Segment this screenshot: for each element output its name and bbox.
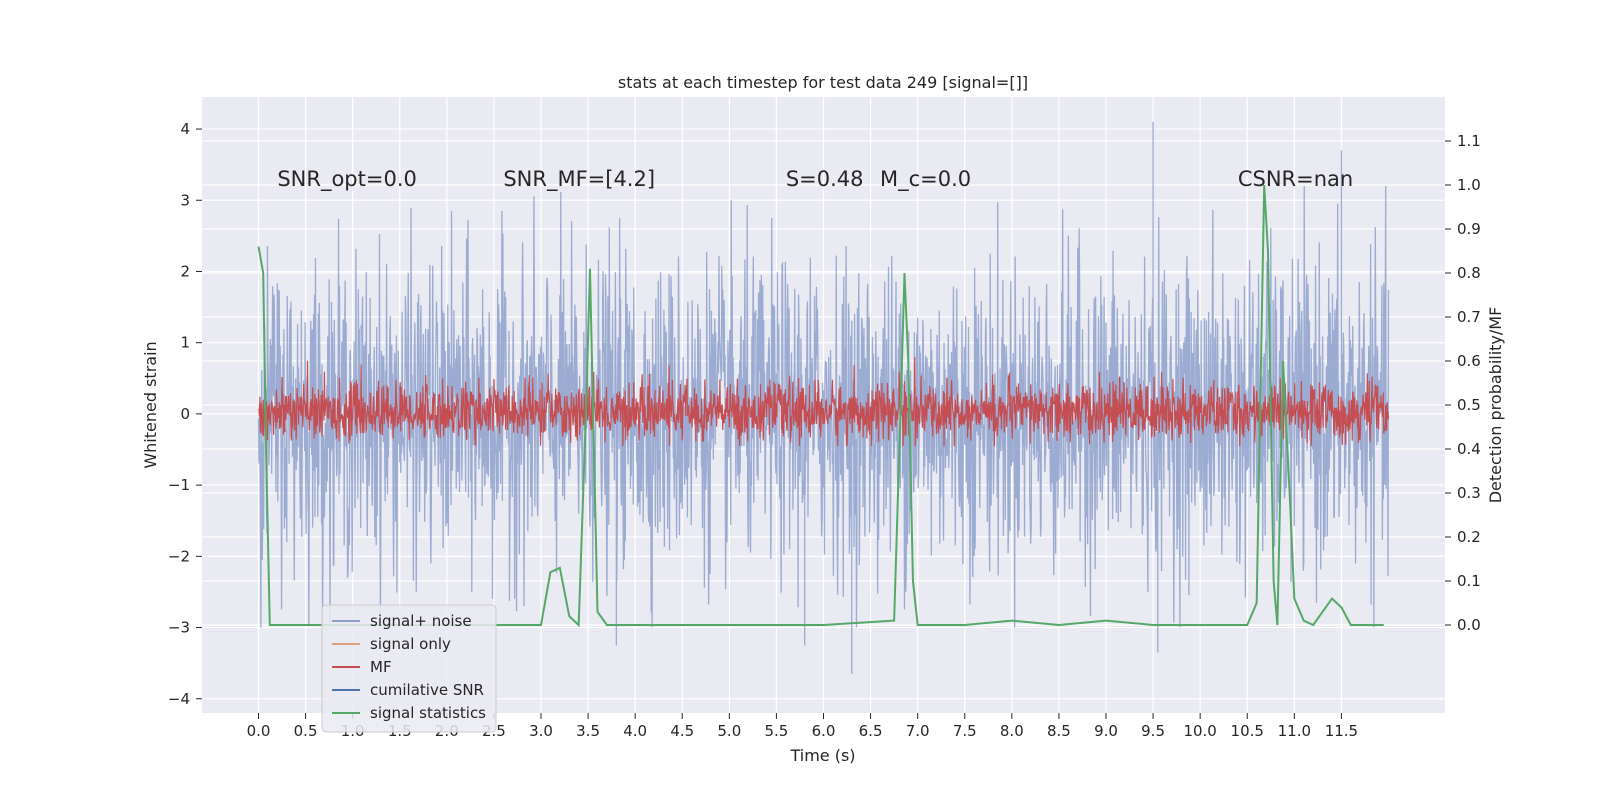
y-axis-label-right: Detection probability/MF — [1486, 307, 1505, 504]
y-tick-label-left: 2 — [180, 262, 190, 280]
x-tick-label: 8.5 — [1047, 722, 1071, 740]
x-tick-label: 0.5 — [294, 722, 318, 740]
x-tick-label: 10.0 — [1183, 722, 1216, 740]
legend: signal+ noise signal only MF cumilative SNR… — [321, 604, 497, 733]
y-tick-label-left: 3 — [180, 191, 190, 209]
y-tick-label-left: 1 — [180, 334, 190, 352]
legend-label: signal statistics — [370, 704, 486, 722]
y-tick-label-right: 0.6 — [1457, 352, 1481, 370]
y-tick-label-right: 0.5 — [1457, 396, 1481, 414]
x-tick-label: 0.0 — [247, 722, 271, 740]
y-tick-label-right: 0.8 — [1457, 264, 1481, 282]
y-axis-label-left: Whitened strain — [141, 341, 160, 468]
x-tick-label: 7.5 — [953, 722, 977, 740]
y-tick-label-right: 0.4 — [1457, 440, 1481, 458]
y-tick-label-left: −1 — [168, 476, 190, 494]
x-tick-label: 6.5 — [859, 722, 883, 740]
y-tick-label-right: 0.9 — [1457, 220, 1481, 238]
annotation-2: S=0.48 — [786, 167, 864, 191]
y-tick-label-right: 0.3 — [1457, 484, 1481, 502]
legend-label: signal+ noise — [370, 612, 472, 630]
chart-title: stats at each timestep for test data 249… — [618, 73, 1028, 92]
legend-box — [321, 604, 497, 733]
y-tick-label-left: −2 — [168, 547, 190, 565]
series-signal-noise-line — [257, 121, 1390, 674]
x-tick-label: 6.0 — [812, 722, 836, 740]
annotation-1: SNR_MF=[4.2] — [503, 167, 655, 192]
legend-label: cumilative SNR — [370, 681, 484, 699]
x-tick-label: 10.5 — [1231, 722, 1264, 740]
x-tick-label: 11.5 — [1325, 722, 1358, 740]
y-tick-label-left: −4 — [168, 690, 190, 708]
y-tick-label-right: 0.7 — [1457, 308, 1481, 326]
x-tick-label: 4.0 — [623, 722, 647, 740]
x-tick-label: 11.0 — [1278, 722, 1311, 740]
y-tick-label-right: 0.0 — [1457, 616, 1481, 634]
ticks-layer: 0.00.51.01.52.02.53.03.54.04.55.05.56.06… — [168, 120, 1481, 740]
x-tick-label: 5.0 — [717, 722, 741, 740]
series-layer — [257, 121, 1390, 674]
y-tick-label-right: 0.1 — [1457, 572, 1481, 590]
legend-label: MF — [370, 658, 392, 676]
legend-label: signal only — [370, 635, 451, 653]
series-mf-line — [258, 356, 1390, 447]
y-tick-label-left: 0 — [180, 405, 190, 423]
annotations-layer: SNR_opt=0.0 SNR_MF=[4.2] S=0.48 M_c=0.0 CSNR… — [277, 167, 1353, 192]
y-tick-label-right: 0.2 — [1457, 528, 1481, 546]
x-tick-label: 4.5 — [670, 722, 694, 740]
x-tick-label: 8.0 — [1000, 722, 1024, 740]
y-tick-label-right: 1.1 — [1457, 132, 1481, 150]
x-tick-label: 3.0 — [529, 722, 553, 740]
x-tick-label: 9.5 — [1141, 722, 1165, 740]
series-signal-statistics-line — [257, 184, 1384, 628]
x-tick-label: 9.0 — [1094, 722, 1118, 740]
x-tick-label: 7.0 — [906, 722, 930, 740]
annotation-0: SNR_opt=0.0 — [277, 167, 417, 192]
annotation-4: CSNR=nan — [1238, 167, 1353, 191]
y-tick-label-left: −3 — [168, 619, 190, 637]
y-tick-label-right: 1.0 — [1457, 176, 1481, 194]
x-axis-label: Time (s) — [789, 746, 855, 765]
x-tick-label: 3.5 — [576, 722, 600, 740]
x-tick-label: 5.5 — [764, 722, 788, 740]
annotation-3: M_c=0.0 — [880, 167, 971, 192]
y-tick-label-left: 4 — [180, 120, 190, 138]
